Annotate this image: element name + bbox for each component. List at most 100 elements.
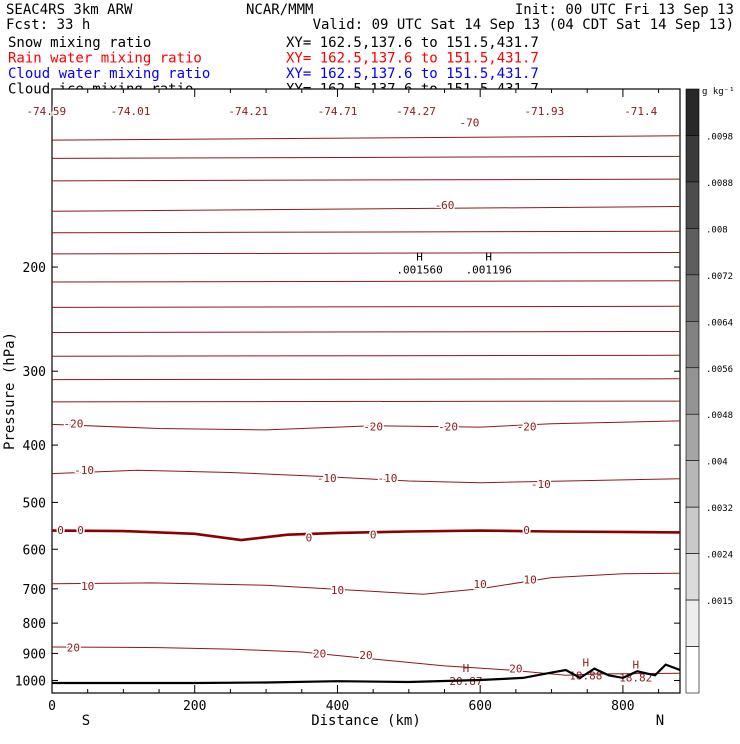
isotherm-line bbox=[51, 178, 681, 182]
colorbar-label: .0088 bbox=[706, 179, 733, 189]
contour-label: -20 bbox=[517, 420, 537, 433]
contour-label: 10 bbox=[81, 580, 94, 593]
x-tick-label: 400 bbox=[326, 699, 349, 714]
colorbar: .0098 .0088 .008 .0072 .0064 .0056 .0048 .004 .0… bbox=[685, 88, 733, 694]
colorbar-label: .0098 bbox=[706, 132, 733, 142]
x-tick-label: 200 bbox=[183, 699, 206, 714]
colorbar-label: .008 bbox=[706, 225, 728, 235]
colorbar-swatch bbox=[685, 135, 700, 183]
valid-time: Valid: 09 UTC Sat 14 Sep 13 (04 CDT Sat … bbox=[313, 17, 734, 33]
y-tick-label: 700 bbox=[23, 583, 46, 598]
init-time: Init: 00 UTC Fri 13 Sep 13 bbox=[515, 2, 734, 18]
x-tick-label: 0 bbox=[48, 699, 56, 714]
contour-label: -20 bbox=[438, 420, 458, 433]
isotherm-line bbox=[51, 135, 681, 141]
isotherm-line bbox=[51, 529, 681, 542]
extremum-value: 18.88 bbox=[569, 670, 602, 683]
isotherm-line bbox=[51, 330, 681, 333]
contour-label: -10 bbox=[531, 478, 551, 491]
isotherm-line bbox=[51, 280, 681, 283]
colorbar-label: .0032 bbox=[706, 504, 733, 514]
project-title: SEAC4RS 3km ARW bbox=[6, 2, 133, 18]
colorbar-swatch bbox=[685, 321, 700, 369]
contour-label: -74.21 bbox=[228, 105, 268, 118]
colorbar-swatch bbox=[685, 553, 700, 601]
contour-label: 20 bbox=[313, 647, 326, 660]
y-tick-label: 1000 bbox=[15, 674, 46, 689]
colorbar-swatch bbox=[685, 646, 700, 694]
contour-label: -74.27 bbox=[396, 105, 436, 118]
contour-label: -60 bbox=[435, 199, 455, 212]
contour-label: 10 bbox=[331, 584, 344, 597]
isotherm-line bbox=[51, 420, 681, 431]
legend-xy: XY= 162.5,137.6 to 151.5,431.7 bbox=[286, 66, 539, 82]
contour-label: 10 bbox=[524, 574, 537, 587]
legend-name: Snow mixing ratio bbox=[8, 35, 151, 51]
y-tick-label: 600 bbox=[23, 543, 46, 558]
contour-label: -20 bbox=[363, 420, 383, 433]
contour-label: -10 bbox=[317, 472, 337, 485]
isotherm-line bbox=[51, 354, 681, 357]
extremum-mark: H bbox=[416, 250, 423, 263]
temperature-contours: -74.59 -74.01 -74.21 -74.71 -74.27 -71.93 -71.… bbox=[25, 104, 681, 677]
isotherm-line bbox=[51, 305, 681, 308]
y-tick-label: 900 bbox=[23, 647, 46, 662]
colorbar-swatch bbox=[685, 367, 700, 415]
contour-label: -71.4 bbox=[624, 105, 657, 118]
colorbar-unit: g kg⁻¹ bbox=[702, 87, 735, 97]
isotherm-line bbox=[51, 572, 681, 595]
contour-label: 0 bbox=[77, 524, 84, 537]
south-endpoint-label: S bbox=[82, 713, 90, 729]
contour-label: -70 bbox=[460, 117, 480, 130]
isotherm-line bbox=[51, 155, 681, 159]
y-tick-label: 500 bbox=[23, 496, 46, 511]
contour-label: 20 bbox=[509, 663, 522, 676]
colorbar-swatch bbox=[685, 460, 700, 508]
legend-xy: XY= 162.5,137.6 to 151.5,431.7 bbox=[286, 51, 539, 67]
y-tick-label: 200 bbox=[23, 261, 46, 276]
contour-label: -10 bbox=[74, 464, 94, 477]
legend: Snow mixing ratio XY= 162.5,137.6 to 151.… bbox=[8, 35, 539, 98]
extremum-value: .001196 bbox=[466, 263, 512, 276]
contour-label: 0 bbox=[306, 531, 313, 544]
x-tick-label: 800 bbox=[611, 699, 634, 714]
extremum-mark: H bbox=[485, 250, 492, 263]
isotherm-line bbox=[51, 230, 681, 234]
isotherm-line bbox=[51, 646, 681, 676]
contour-label: 10 bbox=[474, 578, 487, 591]
colorbar-label: .0056 bbox=[706, 365, 733, 375]
y-tick-label: 300 bbox=[23, 365, 46, 380]
y-tick-label: 400 bbox=[23, 439, 46, 454]
contour-label: -10 bbox=[377, 472, 397, 485]
colorbar-label: .0064 bbox=[706, 318, 733, 328]
legend-xy: XY= 162.5,137.6 to 151.5,431.7 bbox=[286, 35, 539, 51]
legend-name: Cloud water mixing ratio bbox=[8, 66, 210, 82]
center-label: NCAR/MMM bbox=[246, 2, 313, 18]
contour-label: 0 bbox=[57, 524, 64, 537]
contour-label: 20 bbox=[359, 649, 372, 662]
isotherm-line bbox=[51, 400, 681, 403]
x-tick-label: 600 bbox=[468, 699, 491, 714]
extremum-mark: H bbox=[463, 662, 470, 675]
extremum-mark: H bbox=[632, 659, 639, 672]
isotherm-line bbox=[51, 252, 681, 255]
colorbar-label: .0015 bbox=[706, 597, 733, 607]
plot-frame bbox=[51, 88, 681, 694]
terrain-line bbox=[52, 663, 681, 685]
contour-label: -74.71 bbox=[318, 105, 358, 118]
legend-name: Rain water mixing ratio bbox=[8, 51, 202, 67]
isotherm-line bbox=[51, 469, 681, 484]
x-axis: 0 200 400 600 800 bbox=[48, 89, 660, 714]
isotherm-line bbox=[51, 206, 681, 212]
colorbar-swatch bbox=[685, 599, 700, 647]
y-tick-label: 800 bbox=[23, 617, 46, 632]
contour-label: 20 bbox=[67, 642, 80, 655]
colorbar-label: .0048 bbox=[706, 411, 733, 421]
isotherm-line bbox=[51, 378, 681, 381]
forecast-hour: Fcst: 33 h bbox=[6, 17, 90, 33]
colorbar-swatch bbox=[685, 228, 700, 276]
contour-label: 0 bbox=[370, 529, 377, 542]
